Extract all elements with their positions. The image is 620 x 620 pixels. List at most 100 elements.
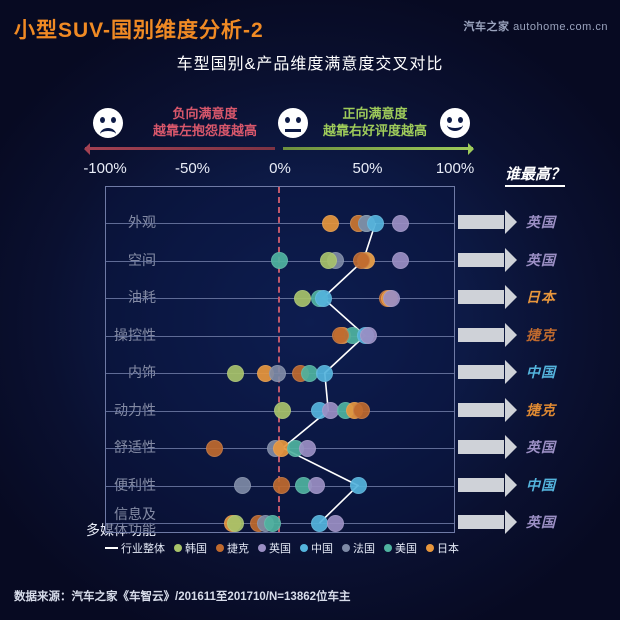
winner-row: 中国 <box>458 360 618 384</box>
y-label-2: 油耗 <box>128 289 156 305</box>
right-arrow-icon <box>458 472 517 497</box>
data-point[interactable] <box>367 214 384 232</box>
data-point[interactable] <box>307 477 325 494</box>
legend-item-法国[interactable]: 法国 <box>342 540 375 556</box>
gridline-row <box>106 223 454 224</box>
winner-label: 日本 <box>526 289 556 305</box>
winner-row: 英国 <box>458 435 618 459</box>
data-point[interactable] <box>270 252 288 269</box>
data-point[interactable] <box>293 289 311 307</box>
direction-legend <box>0 100 620 178</box>
winner-row: 英国 <box>458 510 618 534</box>
negative-direction-text: 负向满意度 越靠左抱怨度越高 <box>130 105 280 139</box>
data-point[interactable] <box>353 252 370 269</box>
neutral-face-icon <box>278 108 308 138</box>
legend-item-韩国[interactable]: 韩国 <box>174 540 207 556</box>
winner-label: 中国 <box>526 476 556 493</box>
legend-color-swatch <box>300 544 308 552</box>
data-point[interactable] <box>316 364 334 382</box>
data-point[interactable] <box>274 402 292 419</box>
legend-color-swatch <box>342 544 350 552</box>
page-title: 小型SUV-国别维度分析-2 <box>14 19 264 42</box>
positive-direction-text: 正向满意度 越靠右好评度越高 <box>300 105 450 139</box>
y-label-5: 动力性 <box>114 401 156 418</box>
chart-subtitle: 车型国别&产品维度满意度交叉对比 <box>176 56 444 73</box>
y-label-0: 外观 <box>128 214 156 230</box>
data-point[interactable] <box>234 477 251 494</box>
legend-label: 法国 <box>353 543 375 555</box>
data-point[interactable] <box>227 364 244 382</box>
legend-item-英国[interactable]: 英国 <box>258 540 291 556</box>
y-label-4: 内饰 <box>128 364 156 380</box>
legend-label: 美国 <box>395 543 417 555</box>
data-point[interactable] <box>263 514 281 532</box>
data-point[interactable] <box>227 514 244 532</box>
brand-name-cn: 汽车之家 <box>463 21 510 33</box>
winner-label: 英国 <box>526 514 556 530</box>
winner-row: 捷克 <box>458 322 618 347</box>
legend-color-swatch <box>384 544 392 552</box>
gridline-row <box>106 298 454 299</box>
y-label-7: 便利性 <box>114 476 156 493</box>
data-point[interactable] <box>314 289 332 307</box>
legend-item-日本[interactable]: 日本 <box>426 540 459 556</box>
data-point[interactable] <box>321 402 339 419</box>
winner-label: 英国 <box>526 251 556 268</box>
data-point[interactable] <box>332 327 349 344</box>
negative-line-2: 越靠左抱怨度越高 <box>152 123 257 138</box>
x-tick--50: -50% <box>174 160 211 177</box>
data-point[interactable] <box>300 364 318 382</box>
winner-row: 英国 <box>458 210 618 234</box>
legend-label: 韩国 <box>185 543 207 555</box>
data-point[interactable] <box>326 514 344 532</box>
legend-color-swatch <box>174 544 182 552</box>
right-arrow-icon <box>458 435 517 459</box>
negative-line-1: 负向满意度 <box>172 106 238 121</box>
data-point[interactable] <box>311 514 328 532</box>
data-point[interactable] <box>360 327 377 344</box>
data-point[interactable] <box>349 477 367 494</box>
winners-header: 谁最高？ <box>505 163 566 187</box>
winner-row: 日本 <box>458 285 618 309</box>
winner-label: 捷克 <box>526 401 556 418</box>
gridline-row <box>106 335 454 337</box>
data-point[interactable] <box>298 439 316 457</box>
y-label-8: 信息及 多媒体功能 <box>86 506 156 538</box>
legend-item-中国[interactable]: 中国 <box>300 540 333 556</box>
legend-item-行业整体[interactable]: 行业整体 <box>105 540 165 556</box>
plot-area <box>105 186 455 533</box>
data-point[interactable] <box>321 214 339 232</box>
data-point[interactable] <box>319 252 337 269</box>
positive-line-1: 正向满意度 <box>342 106 408 121</box>
data-point[interactable] <box>206 439 223 457</box>
right-arrow-icon <box>458 510 517 534</box>
y-label-6: 舒适性 <box>114 439 156 455</box>
brand-name-en: autohome.com.cn <box>513 21 608 33</box>
right-arrow-icon <box>458 322 517 347</box>
data-point[interactable] <box>272 477 290 494</box>
zero-reference-line <box>278 187 280 532</box>
data-point[interactable] <box>382 289 400 307</box>
winner-label: 英国 <box>526 439 556 455</box>
data-point[interactable] <box>353 402 370 419</box>
legend-label: 英国 <box>269 543 291 555</box>
legend-label: 行业整体 <box>121 543 165 555</box>
data-point[interactable] <box>391 252 409 269</box>
legend-item-美国[interactable]: 美国 <box>384 540 417 556</box>
legend-label: 日本 <box>437 543 459 555</box>
negative-arrow-icon <box>84 143 275 155</box>
y-label-1: 空间 <box>128 251 156 268</box>
winner-row: 中国 <box>458 472 618 497</box>
right-arrow-icon <box>458 247 517 272</box>
data-point[interactable] <box>269 364 286 382</box>
data-point[interactable] <box>391 214 409 232</box>
positive-arrow-icon <box>283 143 474 155</box>
legend-label: 捷克 <box>227 543 249 555</box>
x-tick--100: -100% <box>83 160 127 177</box>
legend-item-捷克[interactable]: 捷克 <box>216 540 249 556</box>
right-arrow-icon <box>458 360 517 384</box>
positive-line-2: 越靠右好评度越高 <box>322 123 427 138</box>
right-arrow-icon <box>458 285 517 309</box>
x-tick-0: 0% <box>269 160 291 177</box>
